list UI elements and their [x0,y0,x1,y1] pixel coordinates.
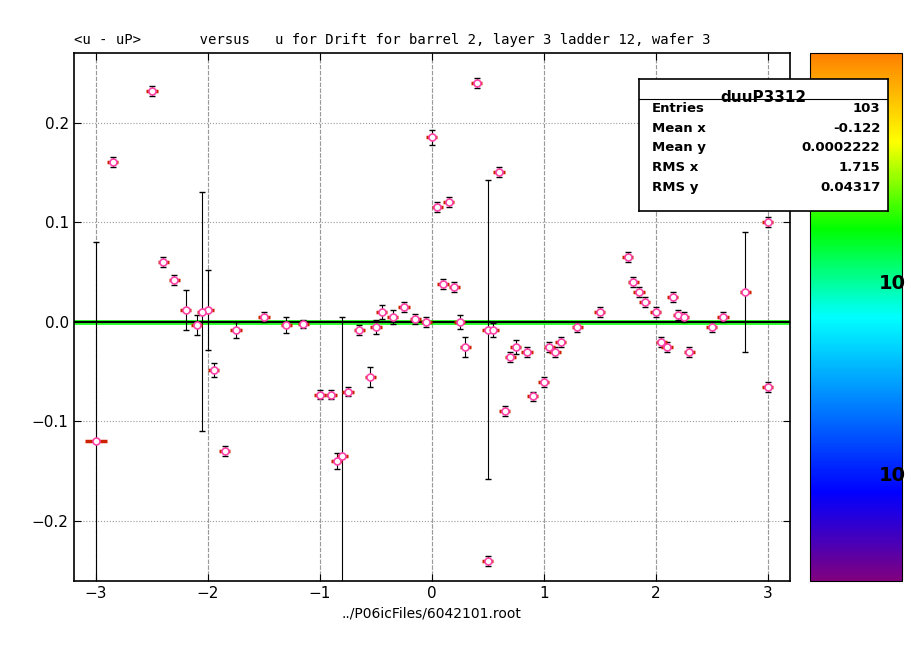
Text: -0.122: -0.122 [832,121,879,135]
Text: 1.715: 1.715 [838,161,879,174]
Text: duuP3312: duuP3312 [720,90,806,105]
Text: Mean x: Mean x [651,121,705,135]
Text: RMS y: RMS y [651,181,698,194]
Text: 10: 10 [878,275,904,293]
Text: 0.04317: 0.04317 [819,181,879,194]
Text: Mean y: Mean y [651,141,705,154]
Text: 103: 103 [852,102,879,115]
X-axis label: ../P06icFiles/6042101.root: ../P06icFiles/6042101.root [342,607,521,620]
Text: <u - uP>       versus   u for Drift for barrel 2, layer 3 ladder 12, wafer 3: <u - uP> versus u for Drift for barrel 2… [74,34,709,48]
Text: Entries: Entries [651,102,704,115]
Text: RMS x: RMS x [651,161,698,174]
Text: 10: 10 [878,466,904,484]
Text: 0.0002222: 0.0002222 [800,141,879,154]
